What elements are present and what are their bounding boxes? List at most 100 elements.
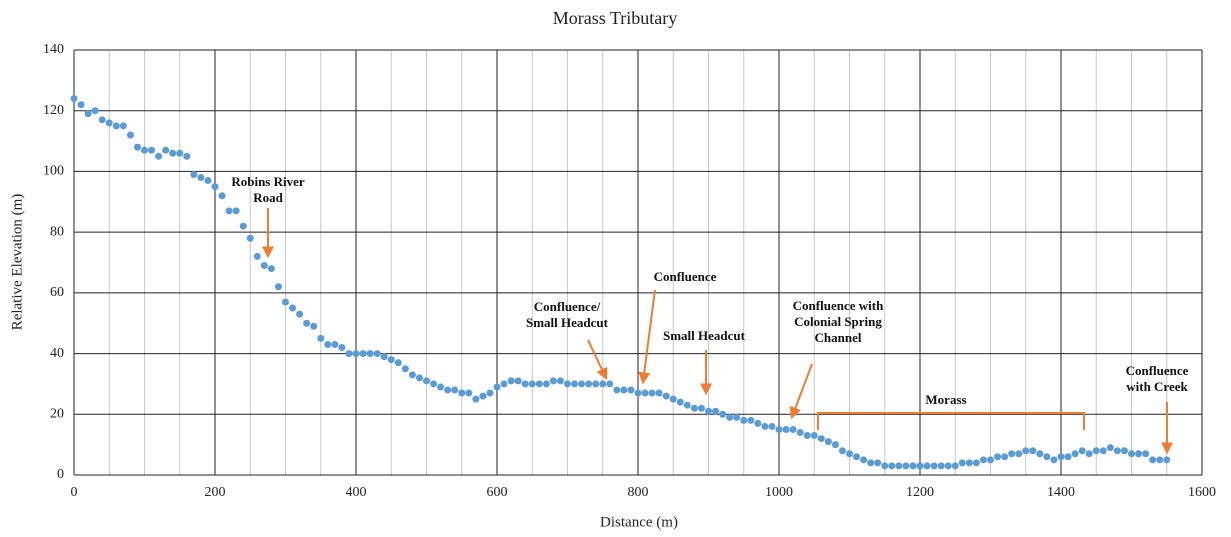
data-point (408, 371, 416, 379)
data-point (267, 265, 275, 273)
data-point (712, 407, 720, 415)
data-point (458, 389, 466, 397)
data-point (331, 340, 339, 348)
data-point (493, 383, 501, 391)
data-point (169, 149, 177, 157)
data-point (549, 377, 557, 385)
x-tick-label: 400 (346, 485, 367, 500)
data-point (119, 122, 127, 130)
data-point (1029, 447, 1037, 455)
annotation: Confluence with (793, 298, 884, 313)
data-point (437, 383, 445, 391)
annotation: Robins River (231, 174, 305, 189)
data-point (366, 350, 374, 358)
annotation: Channel (815, 330, 862, 345)
annotation: Small Headcut (526, 315, 609, 330)
data-point (888, 462, 896, 470)
data-point (1099, 447, 1107, 455)
data-point (98, 116, 106, 124)
data-point (141, 146, 148, 154)
data-point (387, 356, 395, 364)
data-point (162, 146, 170, 154)
data-point (705, 407, 712, 415)
data-point (253, 252, 261, 260)
annotation: Confluence/ (534, 299, 601, 314)
data-point (817, 435, 825, 443)
data-point (994, 453, 1002, 461)
data-point (1085, 450, 1093, 458)
data-point (1078, 447, 1086, 455)
data-point (1113, 447, 1121, 455)
data-point (317, 334, 325, 342)
data-point (430, 380, 438, 388)
annotation: with Creek (1126, 379, 1188, 394)
data-point (232, 207, 240, 215)
annotation-arrow (638, 289, 656, 385)
data-point (1120, 447, 1128, 455)
data-point (902, 462, 910, 470)
y-tick-label: 100 (43, 164, 64, 179)
data-point (676, 398, 684, 406)
y-tick-label: 80 (50, 224, 64, 239)
data-point (260, 262, 268, 270)
data-point (451, 386, 459, 394)
data-point (874, 459, 882, 467)
data-point (1008, 450, 1016, 458)
data-point (444, 386, 452, 394)
data-point (697, 404, 705, 412)
data-point (486, 389, 494, 397)
y-tick-label: 0 (57, 467, 64, 482)
data-point (761, 422, 769, 430)
data-point (1106, 444, 1114, 452)
data-point (641, 389, 649, 397)
data-point (733, 413, 741, 421)
data-point (282, 298, 289, 306)
data-point (909, 462, 917, 470)
data-point (965, 459, 973, 467)
data-point (239, 222, 247, 230)
data-point (881, 462, 889, 470)
data-point (345, 350, 353, 358)
data-point (1015, 450, 1023, 458)
data-point (690, 404, 698, 412)
data-point (634, 389, 642, 397)
data-point (655, 389, 663, 397)
data-point (105, 119, 113, 127)
data-point (1163, 456, 1171, 464)
annotation-arrow (587, 339, 608, 381)
data-point (592, 380, 600, 388)
x-tick-label: 200 (205, 485, 226, 500)
data-point (867, 459, 875, 467)
data-point (218, 192, 226, 200)
x-tick-label: 1400 (1047, 485, 1075, 500)
data-point (514, 377, 522, 385)
data-point (838, 447, 846, 455)
data-point (860, 456, 868, 464)
data-point (1142, 450, 1150, 458)
data-point (197, 174, 205, 181)
data-point (176, 149, 184, 157)
data-point (585, 380, 593, 388)
data-point (571, 380, 579, 388)
data-point (310, 322, 318, 330)
data-point (1001, 453, 1009, 461)
x-tick-label: 1200 (906, 485, 934, 500)
data-point (225, 207, 233, 215)
data-point (324, 340, 332, 348)
data-point (599, 380, 607, 388)
data-point (148, 146, 156, 154)
data-point (1043, 453, 1051, 461)
data-point (289, 304, 297, 312)
data-point (719, 410, 727, 418)
x-tick-label: 1600 (1188, 485, 1216, 500)
data-point (747, 416, 755, 424)
data-point (578, 380, 586, 388)
data-point (803, 432, 811, 440)
data-point (1050, 456, 1058, 464)
data-point (796, 429, 804, 436)
data-point (521, 380, 529, 388)
data-point (472, 395, 480, 403)
data-point (1064, 453, 1072, 461)
data-point (1022, 447, 1030, 455)
